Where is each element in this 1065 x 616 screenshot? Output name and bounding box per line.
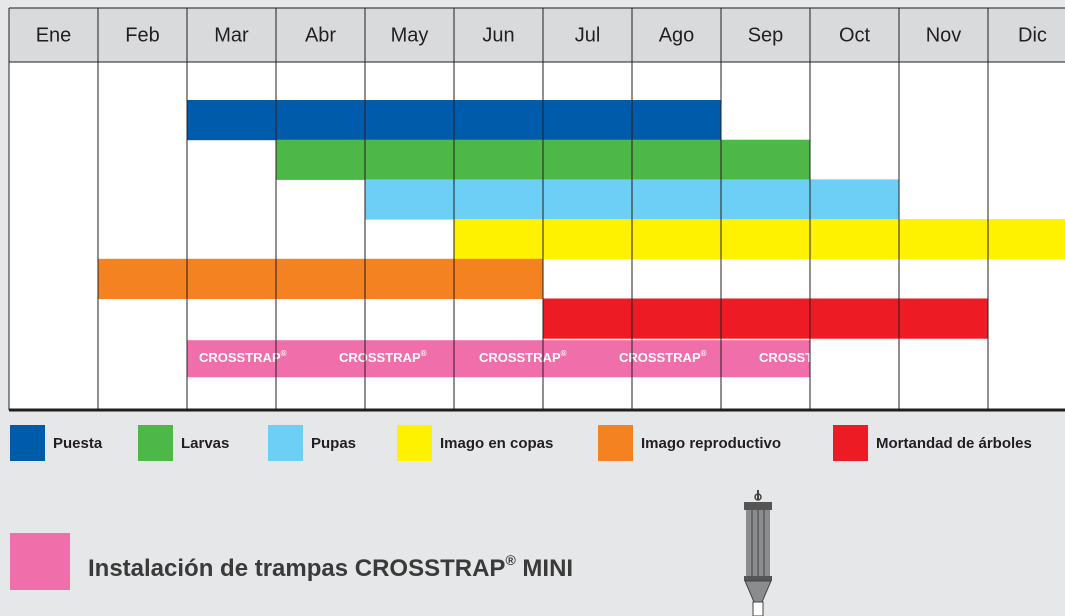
bar-label: CROSSTRAP® <box>479 349 567 365</box>
bar-label-text: CROSSTRAP <box>199 351 281 366</box>
bar-label-text: CROSSTRAP <box>759 351 841 366</box>
bar-label: CROSSTRAP® <box>199 349 287 365</box>
month-label: Mar <box>214 24 249 46</box>
legend-swatch <box>268 425 303 461</box>
installation-labels: CROSSTRAP® CROSSTRAP® CROSSTRAP® CROSSTRAP®… <box>199 349 847 365</box>
legend-swatch <box>397 425 432 461</box>
bar-label-mark: ® <box>701 349 707 358</box>
month-label: Oct <box>839 24 871 46</box>
bar-label-mark: ® <box>561 349 567 358</box>
bar <box>543 298 988 339</box>
legend-label: Pupas <box>311 435 356 452</box>
legend-label: Imago reproductivo <box>641 435 781 452</box>
bar-label-text: CROSSTRAP <box>339 351 421 366</box>
bar-label: CROSSTRAP® <box>339 349 427 365</box>
bar-label-mark: ® <box>421 349 427 358</box>
month-label: Nov <box>926 24 962 46</box>
bar-label-text: CROSSTRAP <box>619 351 701 366</box>
month-label: Jun <box>482 24 514 46</box>
month-label: Sep <box>748 24 784 46</box>
trap-icon <box>744 490 772 616</box>
bar-label-text: CROSSTRAP <box>479 351 561 366</box>
month-label: Feb <box>125 24 159 46</box>
month-label: Dic <box>1018 24 1047 46</box>
legend-swatch <box>10 425 45 461</box>
month-label: May <box>391 24 429 46</box>
legend-swatch <box>833 425 868 461</box>
legend-swatch <box>598 425 633 461</box>
bar-label: CROSSTRAP® <box>759 349 847 365</box>
bar <box>454 219 1065 260</box>
installation-legend-mark: ® <box>505 552 516 568</box>
bar-label: CROSSTRAP® <box>619 349 707 365</box>
month-label: Ago <box>659 24 695 46</box>
installation-legend: Instalación de trampas CROSSTRAP® MINI <box>88 552 573 583</box>
installation-bar <box>187 340 810 378</box>
legend-swatch <box>138 425 173 461</box>
bar <box>98 258 543 299</box>
month-label: Ene <box>36 24 72 46</box>
header-band <box>9 8 1065 62</box>
legend-label: Larvas <box>181 435 229 452</box>
bar-label-mark: ® <box>281 349 287 358</box>
legend-label: Imago en copas <box>440 435 553 452</box>
month-label: Jul <box>575 24 601 46</box>
installation-legend-text: Instalación de trampas CROSSTRAP <box>88 555 505 582</box>
legend-label: Mortandad de árboles <box>876 435 1032 452</box>
legend-label: Puesta <box>53 435 103 452</box>
month-label: Abr <box>305 24 336 46</box>
legend-swatch <box>10 533 70 590</box>
installation-legend-suffix: MINI <box>516 555 573 582</box>
